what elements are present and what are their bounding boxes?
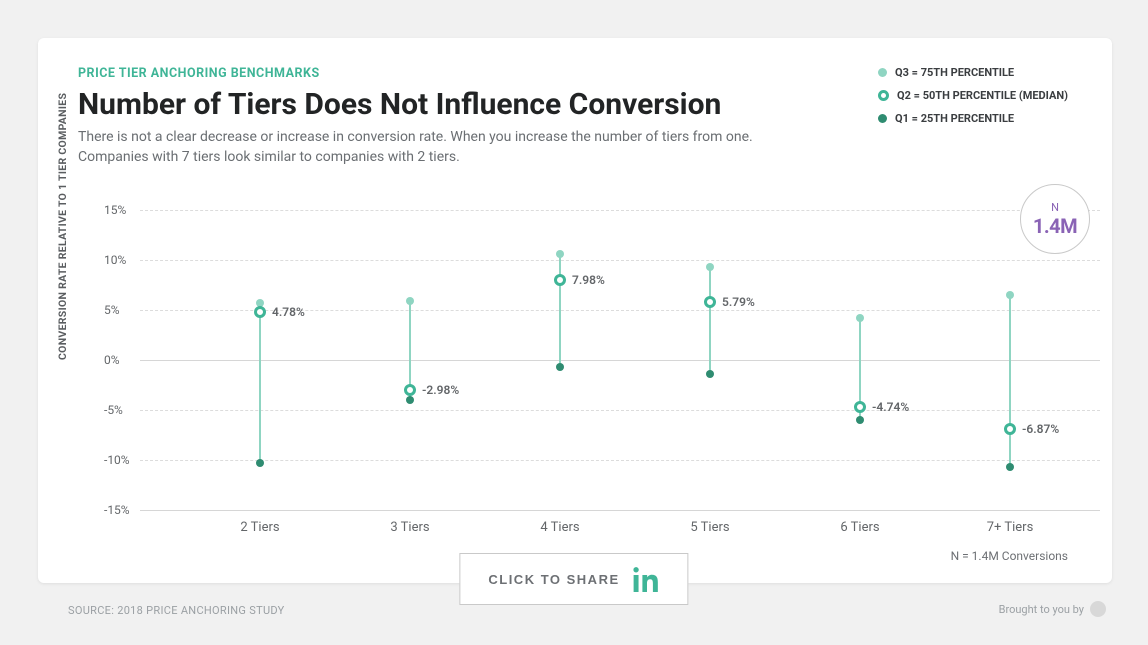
x-tick-label: 2 Tiers bbox=[240, 520, 279, 535]
legend-q3: Q3 = 75TH PERCENTILE bbox=[878, 66, 1068, 79]
chart-card: PRICE TIER ANCHORING BENCHMARKS Number o… bbox=[38, 38, 1112, 583]
y-tick-label: 10% bbox=[104, 253, 126, 267]
value-label: -2.98% bbox=[422, 383, 459, 397]
y-tick-label: 5% bbox=[104, 303, 120, 317]
q3-dot bbox=[556, 250, 564, 258]
value-label: 7.98% bbox=[572, 273, 605, 287]
legend-q1-dot bbox=[878, 114, 887, 123]
q3-dot bbox=[706, 263, 714, 271]
x-tick-label: 6 Tiers bbox=[840, 520, 879, 535]
legend-q3-label: Q3 = 75TH PERCENTILE bbox=[895, 66, 1014, 79]
n-badge: N 1.4M bbox=[1020, 184, 1090, 254]
q1-dot bbox=[256, 459, 264, 467]
q1-dot bbox=[706, 370, 714, 378]
gridline bbox=[140, 360, 1100, 361]
q3-dot bbox=[1006, 291, 1014, 299]
gridline bbox=[140, 410, 1100, 411]
legend-q1: Q1 = 25TH PERCENTILE bbox=[878, 112, 1068, 125]
median-dot bbox=[554, 274, 566, 286]
gridline bbox=[140, 510, 1100, 511]
legend-q1-label: Q1 = 25TH PERCENTILE bbox=[895, 112, 1014, 125]
legend-q2: Q2 = 50TH PERCENTILE (MEDIAN) bbox=[878, 89, 1068, 102]
linkedin-icon bbox=[634, 566, 660, 592]
median-dot bbox=[1004, 423, 1016, 435]
y-axis-label: CONVERSION RATE RELATIVE TO 1 TIER COMPA… bbox=[56, 93, 69, 360]
q1-dot bbox=[406, 396, 414, 404]
series-stem bbox=[709, 267, 711, 374]
x-tick-label: 5 Tiers bbox=[690, 520, 729, 535]
q1-dot bbox=[1006, 463, 1014, 471]
series-stem bbox=[559, 254, 561, 367]
gridline bbox=[140, 260, 1100, 261]
legend-q3-dot bbox=[878, 68, 887, 77]
x-tick-label: 4 Tiers bbox=[540, 520, 579, 535]
y-tick-label: -15% bbox=[104, 503, 130, 517]
gridline bbox=[140, 460, 1100, 461]
brand-icon bbox=[1090, 601, 1106, 617]
legend-q2-ring bbox=[878, 90, 889, 101]
value-label: 4.78% bbox=[272, 305, 305, 319]
q3-dot bbox=[406, 297, 414, 305]
value-label: -6.87% bbox=[1022, 422, 1059, 436]
n-caption: N = 1.4M Conversions bbox=[951, 549, 1068, 563]
median-dot bbox=[854, 401, 866, 413]
share-button[interactable]: CLICK TO SHARE bbox=[459, 553, 688, 605]
chart-area: CONVERSION RATE RELATIVE TO 1 TIER COMPA… bbox=[110, 210, 1106, 550]
y-tick-label: -5% bbox=[104, 403, 123, 417]
plot-region: 15%10%5%0%-5%-10%-15%4.78%2 Tiers-2.98%3… bbox=[140, 210, 1100, 510]
y-tick-label: 15% bbox=[104, 203, 126, 217]
q1-dot bbox=[556, 363, 564, 371]
share-label: CLICK TO SHARE bbox=[488, 572, 619, 587]
y-tick-label: 0% bbox=[104, 353, 120, 367]
y-tick-label: -10% bbox=[104, 453, 130, 467]
value-label: -4.74% bbox=[872, 400, 909, 414]
median-dot bbox=[254, 306, 266, 318]
x-tick-label: 3 Tiers bbox=[390, 520, 429, 535]
legend-q2-label: Q2 = 50TH PERCENTILE (MEDIAN) bbox=[897, 89, 1068, 102]
median-dot bbox=[404, 384, 416, 396]
credits-text: Brought to you by bbox=[999, 603, 1084, 616]
median-dot bbox=[704, 296, 716, 308]
series-stem bbox=[1009, 295, 1011, 467]
legend: Q3 = 75TH PERCENTILE Q2 = 50TH PERCENTIL… bbox=[878, 66, 1068, 135]
x-tick-label: 7+ Tiers bbox=[987, 520, 1034, 535]
credits: Brought to you by bbox=[999, 601, 1106, 617]
source-text: SOURCE: 2018 PRICE ANCHORING STUDY bbox=[68, 604, 285, 617]
gridline bbox=[140, 210, 1100, 211]
chart-subtitle: There is not a clear decrease or increas… bbox=[78, 128, 778, 167]
q3-dot bbox=[856, 314, 864, 322]
series-stem bbox=[259, 303, 261, 463]
q1-dot bbox=[856, 416, 864, 424]
n-badge-value: 1.4M bbox=[1033, 214, 1077, 238]
n-badge-top: N bbox=[1051, 201, 1059, 214]
value-label: 5.79% bbox=[722, 295, 755, 309]
